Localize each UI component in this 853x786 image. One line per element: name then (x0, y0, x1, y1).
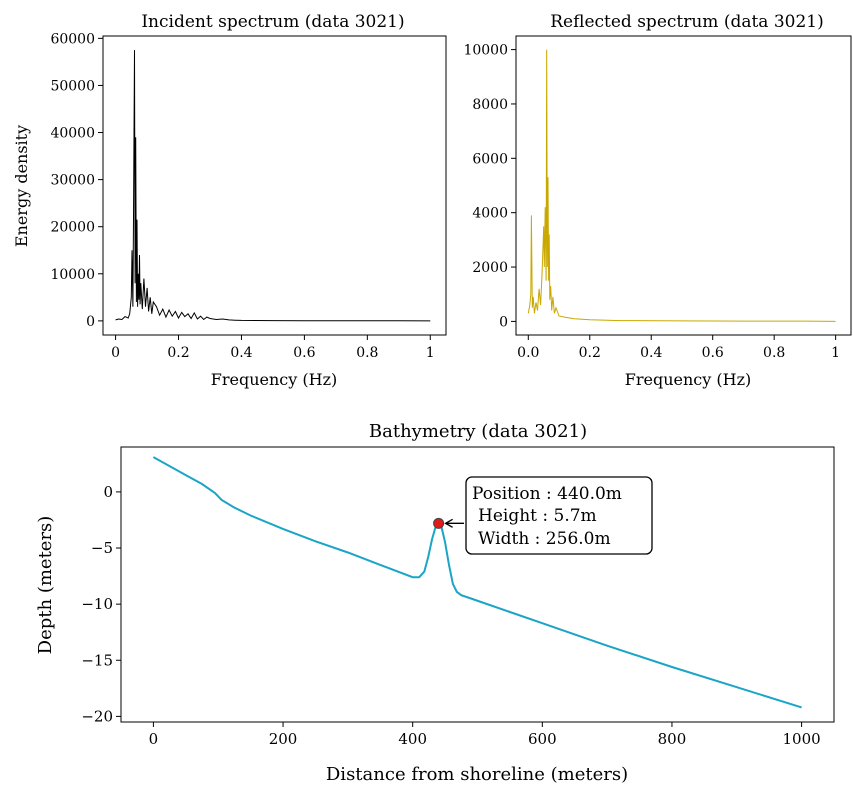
incident-x-axis-label: Frequency (Hz) (211, 370, 338, 389)
bathymetry-plot-frame (120, 446, 835, 723)
annotation-box (465, 476, 653, 555)
bathymetry-x-axis-label: Distance from shoreline (meters) (326, 764, 628, 785)
incident-y-axis-label: Energy density (12, 125, 31, 247)
incident-x-ticks: 0 0.2 0.4 0.6 0.8 1 (111, 335, 435, 361)
x-tick-label: 0.2 (579, 345, 601, 361)
x-tick-label: 0.2 (167, 345, 189, 361)
x-tick-label: 400 (398, 730, 427, 748)
x-tick-label: 0.6 (702, 345, 724, 361)
y-tick-label: −20 (81, 707, 113, 725)
y-tick-label: 60000 (50, 31, 95, 47)
y-tick-label: 2000 (472, 260, 508, 276)
x-tick-label: 600 (528, 730, 557, 748)
x-tick-label: 0.8 (763, 345, 785, 361)
bathymetry-x-ticks: 0 200 400 600 800 1000 (149, 722, 821, 748)
y-tick-label: 6000 (472, 151, 508, 167)
reflected-chart-title: Reflected spectrum (data 3021) (550, 12, 824, 32)
x-tick-label: 0.6 (293, 345, 315, 361)
reflected-y-ticks: 0 2000 4000 6000 8000 10000 (463, 43, 516, 330)
x-tick-label: 0 (149, 730, 159, 748)
x-tick-label: 0 (111, 345, 120, 361)
bathymetry-series-line (152, 456, 802, 709)
x-tick-label: 1 (831, 345, 840, 361)
y-tick-label: 4000 (472, 206, 508, 222)
x-tick-label: 1000 (782, 730, 820, 748)
y-tick-label: 0 (86, 314, 95, 330)
incident-y-ticks: 0 10000 20000 30000 40000 50000 60000 (50, 31, 103, 330)
y-tick-label: 50000 (50, 78, 95, 94)
bathymetry-y-axis-label: Depth (meters) (35, 516, 56, 655)
reflected-series-line (527, 49, 836, 322)
annotation-arrowhead (444, 518, 453, 528)
incident-plot-frame (102, 35, 447, 336)
y-tick-label: 10000 (463, 43, 508, 59)
annotation-position-text: Position : 440.0m (472, 484, 622, 504)
bar-crest-marker (433, 517, 445, 529)
x-tick-label: 0.4 (230, 345, 252, 361)
y-tick-label: 8000 (472, 97, 508, 113)
x-tick-label: 200 (269, 730, 298, 748)
x-tick-label: 0.0 (517, 345, 539, 361)
y-tick-label: 20000 (50, 220, 95, 236)
x-tick-label: 0.4 (640, 345, 662, 361)
incident-series-line (115, 50, 431, 322)
annotation-width-text: Width : 256.0m (478, 529, 611, 549)
bathymetry-chart: Bathymetry (data 3021) 0 200 400 600 800 1000… (35, 421, 835, 785)
x-tick-label: 0.8 (356, 345, 378, 361)
reflected-spectrum-chart: Reflected spectrum (data 3021) 0.0 0.2 0.4… (463, 12, 852, 389)
y-tick-label: 0 (499, 314, 508, 330)
x-tick-label: 800 (658, 730, 687, 748)
annotation-height-text: Height : 5.7m (478, 506, 597, 526)
bathymetry-chart-title: Bathymetry (data 3021) (369, 421, 587, 442)
y-tick-label: −10 (81, 595, 113, 613)
y-tick-label: 10000 (50, 267, 95, 283)
y-tick-label: 40000 (50, 126, 95, 142)
y-tick-label: 0 (103, 483, 113, 501)
x-tick-label: 1 (426, 345, 435, 361)
incident-spectrum-chart: Incident spectrum (data 3021) 0 0.2 0.4 0.6… (12, 12, 447, 389)
incident-chart-title: Incident spectrum (data 3021) (141, 12, 404, 32)
bathymetry-y-ticks: 0 −5 −10 −15 −20 (81, 483, 121, 725)
reflected-x-ticks: 0.0 0.2 0.4 0.6 0.8 1 (517, 335, 840, 361)
reflected-plot-frame (515, 35, 852, 336)
reflected-x-axis-label: Frequency (Hz) (625, 370, 752, 389)
y-tick-label: −15 (81, 651, 113, 669)
y-tick-label: 30000 (50, 173, 95, 189)
y-tick-label: −5 (91, 539, 113, 557)
